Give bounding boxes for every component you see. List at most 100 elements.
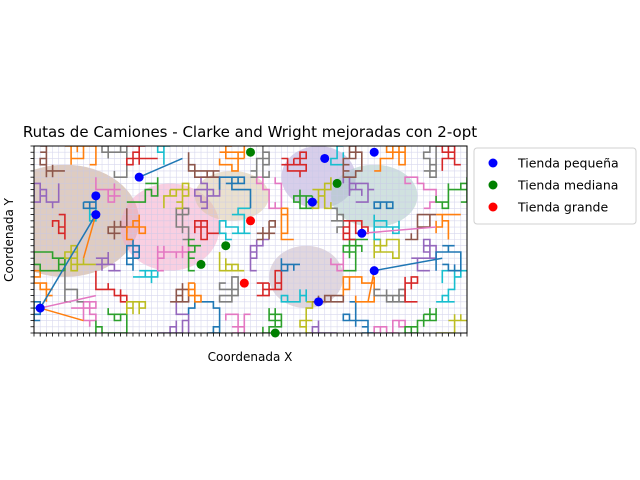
route-path (342, 238, 368, 272)
route-path (95, 177, 121, 203)
route-path (39, 146, 65, 178)
route-path (435, 244, 462, 272)
data-point (221, 241, 231, 251)
route-path (82, 195, 97, 210)
route-path (404, 176, 437, 210)
route-path (64, 244, 96, 272)
data-point (357, 228, 367, 238)
legend-marker (488, 158, 498, 168)
series-0 (35, 147, 379, 313)
route-path (330, 146, 345, 166)
route-path (342, 301, 375, 333)
route-path (374, 146, 406, 172)
legend-marker (488, 180, 498, 190)
data-point (369, 266, 379, 276)
route-path (126, 146, 158, 166)
route-path (126, 214, 147, 241)
data-point (246, 147, 255, 157)
y-axis-label: Coordenada Y (2, 197, 16, 282)
route-path (95, 270, 128, 303)
data-point (369, 147, 379, 157)
route-connector (39, 214, 97, 309)
route-path (187, 152, 220, 178)
route-path (187, 238, 201, 272)
route-path (64, 146, 97, 166)
route-path (71, 301, 97, 327)
route-path (95, 308, 128, 333)
series-1 (196, 147, 342, 338)
route-connector (367, 270, 375, 302)
data-point (270, 328, 280, 338)
route-path (311, 177, 332, 210)
route-path (218, 276, 239, 303)
route-path (373, 201, 394, 210)
route-path (404, 276, 419, 303)
route-path (156, 146, 171, 165)
route-path (175, 207, 190, 241)
route-path (187, 282, 202, 303)
axis-ticks (30, 145, 468, 337)
route-path (435, 177, 467, 210)
route-path (107, 208, 128, 240)
route-path (126, 301, 147, 315)
route-path (256, 220, 276, 241)
route-path (255, 176, 283, 210)
series-2 (239, 216, 255, 288)
legend-box (473, 147, 637, 225)
legend: Tienda pequeña Tienda mediana Tienda grand… (473, 147, 637, 225)
x-axis-label: Coordenada X (208, 350, 293, 364)
route-path (101, 146, 128, 178)
legend-label: Tienda mediana (517, 178, 618, 193)
route-path (373, 288, 406, 303)
route-connector (374, 257, 443, 272)
legend-label: Tienda pequeña (517, 156, 619, 171)
route-path (34, 182, 60, 209)
route-connector (361, 226, 437, 235)
route-path (218, 207, 251, 241)
route-path (170, 283, 190, 303)
data-point (91, 210, 101, 220)
route-path (436, 269, 467, 303)
route-path (342, 146, 363, 178)
route-connector (82, 214, 97, 259)
route-path (436, 314, 467, 333)
data-point (314, 297, 324, 307)
route-path (133, 269, 159, 284)
route-connector (138, 157, 183, 178)
data-point (307, 197, 317, 207)
route-path (293, 189, 314, 210)
route-path (218, 252, 245, 272)
route-path (163, 182, 190, 210)
route-path (373, 238, 400, 259)
route-path (250, 146, 270, 178)
route-path (51, 213, 66, 240)
route-path (435, 213, 461, 240)
legend-marker (488, 202, 498, 212)
route-path (95, 252, 121, 272)
route-connector (39, 307, 84, 322)
route-path (218, 176, 252, 209)
route-path (280, 258, 300, 272)
data-point (246, 216, 255, 226)
chart-title: Rutas de Camiones - Clarke and Wright me… (23, 123, 477, 141)
data-point (134, 172, 144, 182)
route-path (280, 289, 307, 303)
plot-area (30, 145, 468, 338)
route-path (299, 301, 314, 333)
route-path (330, 207, 345, 240)
route-path (249, 238, 270, 272)
route-path (342, 220, 369, 241)
data-point (320, 153, 330, 163)
route-path (422, 146, 437, 178)
route-path (64, 270, 84, 303)
route-connector (40, 294, 97, 309)
route-path (218, 146, 246, 172)
data-point (239, 278, 249, 288)
route-path (256, 269, 283, 297)
data-point (332, 178, 342, 188)
data-point (196, 259, 206, 269)
route-layer (34, 146, 467, 333)
route-path (373, 319, 406, 333)
route-path (157, 301, 190, 333)
route-path (156, 245, 190, 272)
